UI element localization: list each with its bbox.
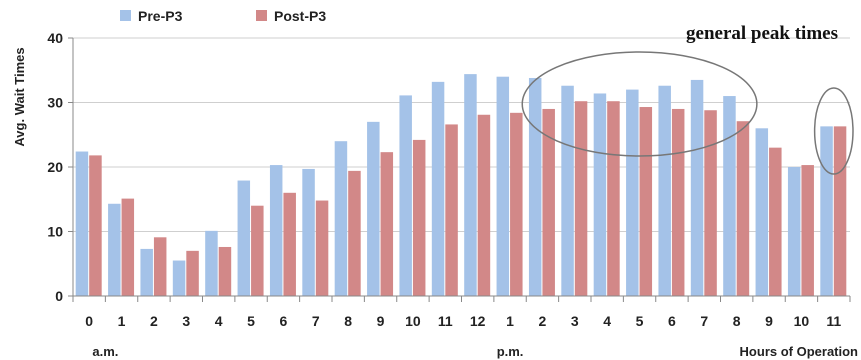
bar-post-p3 (315, 200, 329, 296)
legend-label: Pre-P3 (138, 8, 183, 24)
bar-pre-p3 (496, 76, 510, 296)
x-tick-label: 8 (344, 313, 352, 329)
bar-pre-p3 (205, 230, 218, 296)
bar-post-p3 (510, 112, 523, 296)
legend-swatch (120, 10, 131, 21)
bar-post-p3 (380, 152, 394, 296)
y-tick-labels: 0 10 20 30 40 (47, 30, 63, 304)
x-tick-label: 0 (85, 313, 93, 329)
bar-post-p3 (348, 170, 361, 296)
x-tick-marks (72, 296, 851, 302)
bar-post-p3 (833, 126, 847, 297)
x-tick-label: 5 (247, 313, 255, 329)
y-tick-label: 30 (47, 95, 63, 111)
x-tick-label: 1 (506, 313, 514, 329)
period-label: a.m. (92, 344, 118, 359)
x-tick-label: 7 (312, 313, 320, 329)
x-tick-label: 12 (470, 313, 486, 329)
bar-post-p3 (153, 237, 167, 296)
bar-pre-p3 (108, 203, 121, 296)
bar-post-p3 (186, 250, 199, 296)
bar-post-p3 (445, 124, 458, 297)
bar-post-p3 (283, 192, 296, 296)
x-tick-label: 3 (182, 313, 190, 329)
bar-pre-p3 (723, 96, 736, 296)
x-tick-label: 3 (571, 313, 579, 329)
bar-post-p3 (574, 101, 588, 297)
bar-pre-p3 (237, 180, 251, 296)
bar-post-p3 (412, 139, 426, 296)
x-tick-label: 5 (636, 313, 644, 329)
x-tick-label: 4 (215, 313, 223, 329)
bar-post-p3 (251, 205, 264, 296)
bar-pre-p3 (820, 126, 833, 297)
x-tick-label: 6 (668, 313, 676, 329)
x-tick-label: 2 (150, 313, 158, 329)
y-tick-label: 10 (47, 224, 63, 240)
bar-post-p3 (218, 246, 232, 296)
bar-pre-p3 (140, 248, 153, 296)
bar-pre-p3 (561, 85, 574, 296)
x-tick-label: 11 (826, 313, 841, 329)
bar-pre-p3 (528, 77, 542, 297)
bar-post-p3 (607, 101, 620, 297)
y-tick-label: 20 (47, 159, 63, 175)
x-tick-labels: 0 1 2 3 4 5 6 7 8 9 10 11 12 1 2 3 4 5 6 7 8 9 10 11 (85, 313, 841, 329)
x-tick-label: 11 (438, 313, 453, 329)
bar-post-p3 (639, 107, 653, 296)
bar-pre-p3 (399, 95, 412, 296)
bar-post-p3 (121, 198, 135, 296)
bar-post-p3 (704, 110, 717, 297)
legend-label: Post-P3 (274, 8, 326, 24)
bar-post-p3 (801, 165, 814, 296)
bar-pre-p3 (269, 165, 283, 296)
x-tick-label: 8 (733, 313, 741, 329)
bar-post-p3 (542, 108, 555, 296)
annotation-ellipse (521, 51, 758, 157)
bar-post-p3 (671, 108, 685, 296)
bar-pre-p3 (755, 128, 769, 296)
gridlines (68, 37, 850, 297)
x-tick-label: 6 (280, 313, 288, 329)
bars (75, 74, 847, 297)
x-tick-label: 1 (118, 313, 126, 329)
bar-pre-p3 (75, 151, 89, 296)
bar-pre-p3 (690, 79, 704, 296)
bar-pre-p3 (593, 93, 607, 296)
x-axis-title: Hours of Operation (740, 344, 859, 359)
bar-pre-p3 (431, 81, 445, 296)
y-tick-label: 40 (47, 30, 63, 46)
legend-swatch (256, 10, 267, 21)
bar-pre-p3 (367, 121, 380, 296)
legend: Pre-P3 Post-P3 (120, 8, 326, 24)
x-tick-label: 9 (765, 313, 773, 329)
annotations: general peak times (521, 23, 854, 175)
bar-pre-p3 (172, 260, 186, 296)
bar-pre-p3 (787, 167, 801, 296)
bar-pre-p3 (464, 74, 477, 297)
bar-post-p3 (736, 121, 750, 296)
x-tick-label: 4 (603, 313, 611, 329)
y-axis-title: Avg. Wait Times (12, 47, 27, 146)
x-tick-label: 9 (377, 313, 385, 329)
bar-post-p3 (89, 155, 102, 296)
bar-post-p3 (769, 147, 782, 296)
bar-pre-p3 (302, 168, 315, 296)
x-tick-label: 10 (794, 313, 810, 329)
x-tick-label: 10 (405, 313, 421, 329)
bar-pre-p3 (334, 141, 348, 296)
annotation-text: general peak times (686, 23, 838, 44)
annotation-ellipse (813, 87, 854, 175)
period-label: p.m. (497, 344, 524, 359)
bar-pre-p3 (626, 89, 639, 296)
x-tick-label: 2 (539, 313, 547, 329)
bar-post-p3 (477, 114, 491, 296)
y-tick-label: 0 (55, 288, 63, 304)
x-tick-label: 7 (700, 313, 708, 329)
bar-pre-p3 (658, 85, 671, 296)
period-labels: a.m. p.m. (92, 344, 523, 359)
